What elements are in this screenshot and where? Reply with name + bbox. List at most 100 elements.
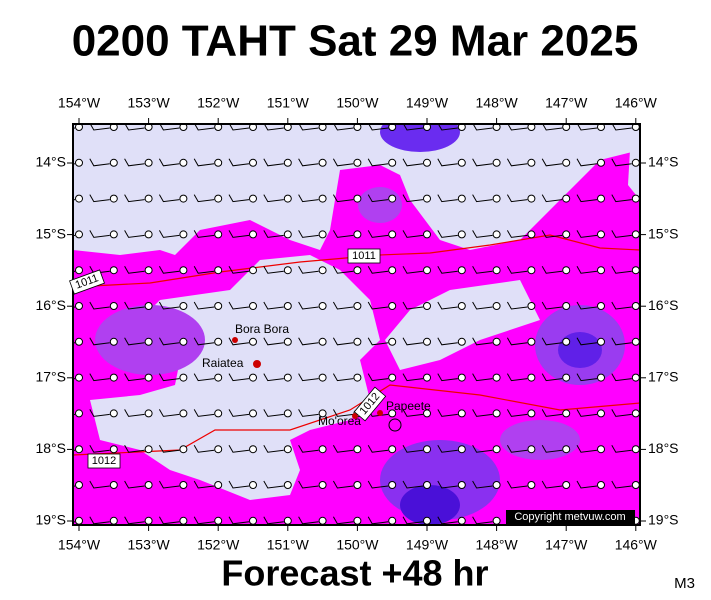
barb (228, 124, 250, 131)
barb-station (631, 302, 640, 310)
barb (576, 337, 598, 346)
barb-station (353, 302, 362, 310)
lon-label: 146°W (615, 95, 658, 111)
barb-station (109, 124, 118, 131)
barb-station (214, 481, 223, 489)
barb (437, 373, 458, 382)
barb (263, 480, 284, 489)
barb (263, 337, 284, 346)
barb-station (457, 124, 466, 131)
barb-station (388, 337, 397, 346)
barb-station (144, 266, 153, 275)
barb-station (423, 445, 431, 454)
barb (228, 265, 250, 274)
barb (611, 409, 632, 417)
barb-station (597, 230, 605, 239)
isobar (73, 384, 640, 456)
barb (298, 158, 319, 167)
barb (193, 301, 215, 310)
barb (228, 373, 250, 382)
barb (124, 409, 145, 417)
barb (542, 124, 563, 131)
barb-station (75, 445, 83, 454)
barb-station (75, 194, 83, 203)
isobar-label-box (69, 269, 105, 295)
barb (541, 265, 563, 274)
barb (332, 337, 354, 346)
barb-station (318, 373, 327, 382)
barb-station (423, 124, 431, 131)
barb (124, 480, 145, 489)
light-area (385, 280, 540, 370)
barb (124, 265, 145, 274)
barb-station (144, 302, 153, 310)
barb (124, 301, 145, 310)
barb-station (457, 409, 466, 418)
barb (89, 124, 110, 131)
barb-station (144, 194, 153, 203)
barb (541, 444, 563, 453)
barb (228, 301, 250, 310)
barb (193, 516, 215, 525)
barb (506, 480, 528, 489)
barb-station (527, 373, 536, 382)
barb-station (457, 158, 466, 167)
lat-label: 16°S (35, 297, 66, 313)
island (388, 418, 402, 432)
barb (158, 158, 180, 167)
barb-station (388, 158, 397, 167)
barb (367, 373, 389, 382)
barb-station (214, 409, 223, 418)
barb (298, 337, 319, 346)
barb-station (597, 158, 605, 167)
barb (367, 444, 389, 453)
barb (367, 337, 389, 346)
barb-station (631, 230, 640, 239)
barb (506, 444, 528, 453)
dark-area (400, 485, 460, 525)
barb-station (492, 158, 501, 167)
barb (124, 194, 145, 203)
lon-label: 150°W (336, 95, 379, 111)
barb (89, 516, 110, 525)
barb (367, 194, 389, 203)
barb (193, 373, 215, 382)
barb-station (597, 481, 605, 489)
barb (367, 301, 389, 310)
island (253, 360, 261, 368)
isobar-label-box (353, 386, 387, 422)
barb-station (527, 409, 536, 418)
barb-station (388, 230, 397, 239)
barb-station (283, 158, 292, 167)
lon-label: 147°W (545, 537, 588, 553)
barb (193, 230, 215, 238)
barb-station (109, 266, 118, 275)
place-label: Papeete (386, 399, 431, 413)
barb-station (527, 158, 536, 167)
barb (228, 480, 250, 489)
place-label: Mo'orea (318, 414, 361, 428)
barb-station (214, 373, 223, 382)
barb-station (353, 445, 362, 454)
barb-station (423, 194, 431, 203)
barb-station (249, 337, 257, 346)
barb (506, 337, 528, 346)
barb (367, 158, 389, 167)
barb-station (179, 124, 188, 131)
barb (158, 230, 180, 238)
barb-station (631, 409, 640, 418)
barb (124, 516, 145, 525)
barb-station (562, 373, 571, 382)
barb-station (562, 481, 571, 489)
barb (124, 230, 145, 238)
barb (194, 124, 215, 131)
barb (576, 480, 598, 489)
isobar-label-text: 1012 (92, 455, 116, 467)
barb (298, 301, 319, 310)
barb (437, 337, 458, 346)
barb-station (214, 445, 223, 454)
barb-station (179, 230, 188, 239)
barb (472, 444, 493, 453)
barb-station (492, 337, 501, 346)
barb (437, 124, 458, 131)
